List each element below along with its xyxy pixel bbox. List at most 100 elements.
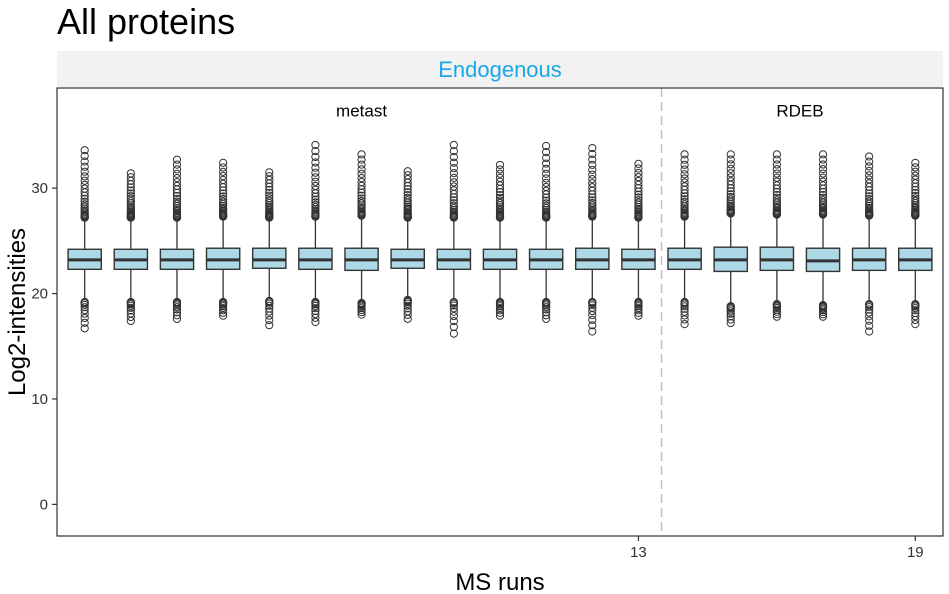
outlier-point [680, 304, 689, 313]
outlier-point [911, 175, 920, 184]
outlier-point [588, 170, 597, 179]
outlier-point [172, 199, 182, 209]
outlier-point [588, 165, 597, 175]
outlier-point [80, 324, 89, 333]
y-tick-label: 0 [40, 496, 48, 513]
outlier-point [449, 153, 458, 162]
outlier-point [265, 191, 274, 200]
outlier-point [865, 303, 874, 312]
outlier-point [495, 311, 505, 320]
outlier-point [126, 192, 135, 201]
outlier-point [911, 312, 920, 321]
outlier-point [311, 181, 320, 191]
outlier-point [911, 194, 920, 203]
outlier-point [449, 178, 458, 187]
outlier-point [403, 167, 412, 176]
outlier-point [588, 321, 597, 330]
outlier-point [172, 305, 182, 314]
outlier-point [726, 177, 735, 186]
facet-strip [57, 51, 943, 87]
outlier-point [680, 182, 689, 191]
outlier-point [865, 171, 874, 180]
outlier-point [311, 173, 320, 182]
outlier-point [634, 159, 643, 168]
outlier-point [588, 327, 597, 336]
outlier-point [311, 177, 320, 186]
outlier-point [403, 191, 412, 200]
outlier-point [911, 163, 920, 172]
outlier-point [219, 311, 228, 320]
outlier-point [911, 158, 920, 167]
outlier-point [818, 312, 828, 321]
outlier-point [542, 153, 551, 163]
outlier-point [80, 184, 89, 193]
outlier-point [219, 171, 228, 181]
outlier-point [449, 322, 458, 332]
outlier-point [449, 307, 458, 316]
outlier-point [911, 315, 920, 325]
outlier-point [772, 165, 781, 174]
outlier-point [449, 169, 458, 178]
outlier-point [311, 198, 320, 207]
outlier-point [634, 193, 643, 202]
outlier-point [495, 177, 505, 186]
outlier-point [542, 169, 551, 178]
outlier-point [726, 187, 735, 196]
outlier-point [80, 309, 89, 318]
outlier-point [772, 312, 781, 321]
outlier-point [219, 308, 228, 317]
panel-border [56, 87, 944, 537]
y-axis-title: Log2-intensities [4, 228, 31, 396]
outlier-point [865, 157, 874, 166]
box-run-5 [251, 247, 287, 269]
outlier-point [80, 202, 89, 211]
outlier-point [542, 201, 551, 210]
outlier-point [772, 193, 781, 202]
outlier-point [449, 186, 458, 195]
outlier-point [726, 169, 735, 178]
outlier-point [542, 314, 551, 323]
outlier-point [726, 150, 735, 159]
outlier-point [588, 179, 597, 188]
outlier-point [357, 191, 366, 200]
outlier-point [449, 317, 458, 326]
outlier-point [219, 189, 228, 198]
outlier-point [357, 155, 366, 164]
outlier-point [818, 193, 828, 202]
outlier-point [542, 159, 551, 168]
outlier-point [680, 150, 689, 159]
outlier-point [80, 172, 89, 181]
outlier-point [265, 168, 274, 177]
outlier-point [680, 311, 689, 320]
outlier-point [818, 310, 828, 319]
outlier-point [680, 197, 689, 206]
outlier-point [495, 193, 505, 203]
outlier-point [449, 304, 458, 313]
outlier-point [818, 308, 828, 317]
outlier-point [265, 196, 274, 205]
outlier-point [172, 314, 182, 323]
outlier-point [357, 169, 366, 178]
outlier-point [865, 166, 874, 176]
outlier-point [542, 182, 551, 192]
outlier-point [542, 178, 551, 187]
outlier-point [634, 308, 643, 317]
outlier-point [126, 186, 135, 195]
outlier-point [219, 195, 228, 204]
outlier-point [588, 306, 597, 316]
outlier-point [403, 174, 412, 184]
outlier-point [542, 305, 551, 314]
outlier-point [772, 309, 781, 319]
outlier-point [726, 312, 735, 321]
y-tick-label: 20 [31, 286, 48, 303]
outlier-point [357, 305, 366, 315]
outlier-point [726, 155, 735, 164]
outlier-point [772, 190, 781, 200]
outlier-point [449, 311, 458, 321]
outlier-point [311, 204, 320, 214]
outlier-point [542, 199, 551, 208]
outlier-point [726, 173, 735, 182]
outlier-point [80, 313, 89, 323]
outlier-point [495, 169, 505, 178]
outlier-point [172, 160, 182, 169]
